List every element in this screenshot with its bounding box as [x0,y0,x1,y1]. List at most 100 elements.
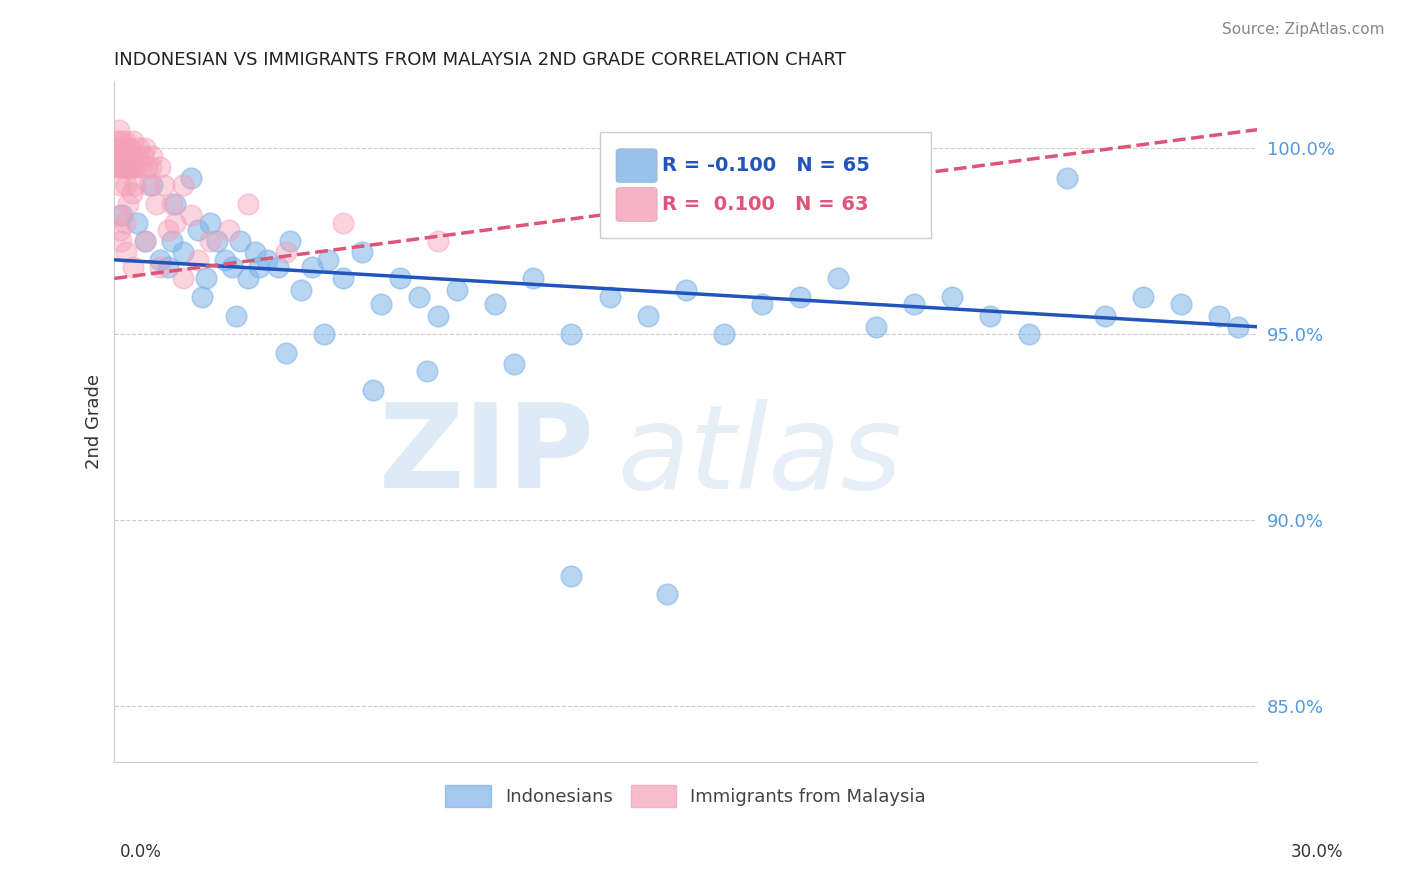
Point [117,160,139,174]
Point [115,245,138,260]
Point [122,134,145,148]
Point [446,283,468,297]
Point [135,160,157,174]
Point [370,297,392,311]
Point [165,197,187,211]
Point [560,327,582,342]
Point [108,208,131,222]
Text: atlas: atlas [617,399,903,513]
Point [118,160,141,174]
Point [111,141,134,155]
Text: Source: ZipAtlas.com: Source: ZipAtlas.com [1222,22,1385,37]
Text: INDONESIAN VS IMMIGRANTS FROM MALAYSIA 2ND GRADE CORRELATION CHART: INDONESIAN VS IMMIGRANTS FROM MALAYSIA 2… [114,51,846,69]
Point [124,178,146,193]
Point [156,223,179,237]
Text: ZIP: ZIP [378,398,595,513]
Point [132,149,155,163]
Point [1227,319,1250,334]
Point [194,271,217,285]
Point [129,160,152,174]
Point [332,216,354,230]
Point [221,260,243,275]
Point [278,234,301,248]
Point [1170,297,1192,311]
Point [247,260,270,275]
Point [903,297,925,311]
Point [149,252,172,267]
Point [198,234,221,248]
Point [120,141,142,155]
Point [198,216,221,230]
Point [267,260,290,275]
Point [229,234,252,248]
Point [350,245,373,260]
Point [114,134,136,148]
Point [218,223,240,237]
Point [274,345,297,359]
Point [105,134,128,148]
Point [128,141,150,155]
Point [121,160,143,174]
Point [225,309,247,323]
Point [427,309,450,323]
Y-axis label: 2nd Grade: 2nd Grade [86,374,103,469]
Point [713,327,735,342]
Point [117,197,139,211]
Point [153,178,176,193]
Point [114,216,136,230]
Point [110,149,132,163]
Point [127,160,149,174]
Point [122,160,145,174]
Point [107,149,129,163]
Point [115,160,138,174]
Point [160,234,183,248]
Point [1056,171,1078,186]
Point [111,160,134,174]
Text: 0.0%: 0.0% [120,843,162,861]
Point [108,178,131,193]
Point [180,171,202,186]
Text: R =  0.100   N = 63: R = 0.100 N = 63 [662,195,869,214]
Point [236,271,259,285]
Point [214,252,236,267]
Point [1018,327,1040,342]
Point [172,271,194,285]
Point [149,160,172,174]
Point [207,234,229,248]
Point [141,178,163,193]
Point [121,186,143,200]
Point [125,149,148,163]
Point [332,271,354,285]
Point [121,149,143,163]
Point [115,178,138,193]
Point [503,357,526,371]
Point [115,141,138,155]
Point [1094,309,1116,323]
Point [187,223,209,237]
Point [979,309,1001,323]
Point [118,160,141,174]
Point [127,216,149,230]
Point [751,297,773,311]
Point [111,208,134,222]
Point [187,252,209,267]
Point [599,290,621,304]
Point [1208,309,1230,323]
Point [114,160,136,174]
Point [138,178,160,193]
Point [134,141,156,155]
Point [655,587,678,601]
Point [112,160,135,174]
Point [522,271,544,285]
Point [389,271,412,285]
Point [301,260,323,275]
Point [156,260,179,275]
Point [363,383,385,397]
Point [1132,290,1154,304]
Legend: Indonesians, Immigrants from Malaysia: Indonesians, Immigrants from Malaysia [439,778,934,814]
Point [408,290,430,304]
FancyBboxPatch shape [616,149,657,183]
Point [110,234,132,248]
FancyBboxPatch shape [616,187,657,221]
Point [560,569,582,583]
